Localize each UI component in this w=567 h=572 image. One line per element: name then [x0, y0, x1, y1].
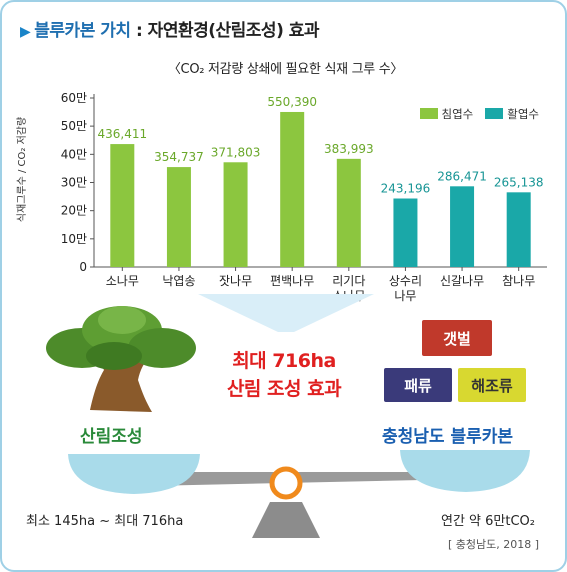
bar-value-label: 243,196 [381, 181, 431, 195]
bar [166, 167, 191, 267]
x-tick-label: 편백나무 [270, 274, 314, 288]
right-pan [400, 450, 530, 492]
effect-line2: 산림 조성 효과 [226, 378, 342, 400]
bar [450, 186, 475, 267]
chart-legend: 침엽수 활엽수 [419, 106, 539, 122]
title-main: 블루카본 가치 [34, 21, 131, 41]
balance-stand [252, 502, 320, 538]
left-pan-caption: 산림조성 [80, 427, 143, 447]
x-tick-label: 신갈나무 [440, 274, 484, 288]
legend-swatch-conifer [419, 108, 438, 119]
bar-value-label: 436,411 [98, 127, 148, 141]
y-tick-label: 40만 [61, 147, 87, 161]
bar-value-label: 354,737 [154, 150, 204, 164]
left-range-text: 최소 145ha ~ 최대 716ha [26, 514, 184, 529]
bar [280, 111, 305, 267]
x-tick-label: 낙엽송 [162, 274, 195, 288]
page-title: ▶ 블루카본 가치 : 자연환경(산림조성) 효과 [20, 16, 320, 41]
y-tick-label: 30만 [61, 176, 87, 190]
right-value-text: 연간 약 6만tCO₂ [441, 514, 535, 529]
y-tick-label: 0 [79, 260, 87, 274]
right-pan-caption: 충청남도 블루카본 [382, 427, 514, 447]
y-tick-label: 10만 [61, 232, 87, 246]
x-tick-label: 상수리 나무 [389, 274, 422, 303]
source-note: [ 충청남도, 2018 ] [447, 538, 539, 551]
mudflat-block: 갯벌 [422, 320, 492, 356]
balance-pivot [269, 466, 303, 500]
bar-value-label: 550,390 [267, 95, 317, 109]
bar-value-label: 286,471 [437, 169, 487, 183]
bar [393, 198, 418, 267]
legend-item-broadleaf: 활엽수 [485, 106, 539, 122]
bar [110, 144, 135, 267]
play-arrow-icon: ▶ [20, 24, 31, 40]
legend-label-conifer: 침엽수 [441, 107, 474, 121]
x-tick-label: 잣나무 [219, 274, 252, 288]
bar-value-label: 371,803 [211, 145, 261, 159]
tree-icon [46, 306, 196, 412]
title-rest: : 자연환경(산림조성) 효과 [130, 21, 320, 41]
bar-value-label: 383,993 [324, 142, 374, 156]
left-pan [68, 454, 200, 494]
chart-title: 〈CO₂ 저감량 상쇄에 필요한 식재 그루 수〉 [167, 62, 404, 77]
y-tick-label: 20만 [61, 204, 87, 218]
y-tick-label: 50만 [61, 119, 87, 133]
bar [336, 158, 361, 267]
bar [506, 192, 531, 267]
x-tick-label: 참나무 [502, 274, 535, 288]
funnel-shape [198, 294, 374, 332]
y-tick-label: 60만 [61, 91, 87, 105]
x-tick-label: 소나무 [106, 274, 139, 288]
seaweed-block: 해조류 [458, 368, 526, 402]
effect-line1: 최대 716ha [232, 350, 336, 372]
shellfish-block: 패류 [384, 368, 452, 402]
bar [223, 162, 248, 267]
legend-item-conifer: 침엽수 [419, 106, 474, 122]
legend-swatch-broadleaf [485, 108, 504, 119]
legend-label-broadleaf: 활엽수 [507, 107, 539, 121]
bar-value-label: 265,138 [494, 175, 544, 189]
